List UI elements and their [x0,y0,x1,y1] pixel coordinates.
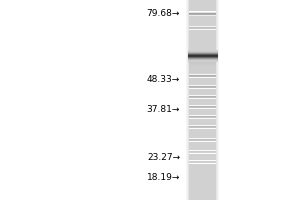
Text: 79.68→: 79.68→ [147,9,180,19]
Text: 18.19→: 18.19→ [147,172,180,182]
Text: 23.27→: 23.27→ [147,152,180,162]
Text: 48.33→: 48.33→ [147,75,180,84]
Text: 37.81→: 37.81→ [147,104,180,114]
